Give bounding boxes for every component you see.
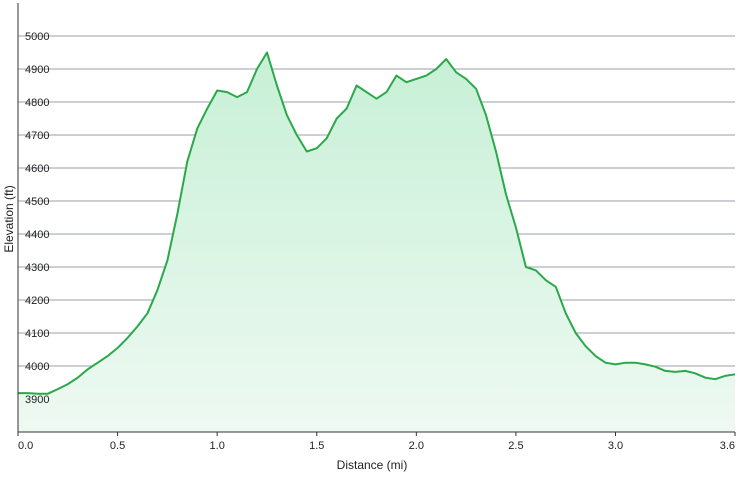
x-tick-label: 0.0 (18, 440, 33, 452)
x-tick-label: 2.5 (508, 440, 523, 452)
y-axis-tick-labels: 3900 4000 4100 4200 4300 4400 4500 4600 4700 4800… (25, 31, 49, 406)
elevation-profile-line (18, 51, 736, 395)
y-tick-label: 3900 (25, 394, 49, 406)
y-axis-title: Elevation (ft) (2, 185, 16, 252)
x-tick-label: 0.5 (110, 440, 125, 452)
y-tick-label: 4500 (25, 196, 49, 208)
y-tick-label: 4600 (25, 163, 49, 175)
axes (17, 3, 736, 436)
y-tick-label: 4100 (25, 328, 49, 340)
elevation-area-fill (18, 52, 735, 432)
x-tick-label: 3.0 (608, 440, 623, 452)
y-tick-label: 4300 (25, 262, 49, 274)
y-tick-label: 5000 (25, 31, 49, 43)
y-tick-label: 4700 (25, 130, 49, 142)
y-tick-label: 4400 (25, 229, 49, 241)
x-tick-label: 1.5 (309, 440, 324, 452)
y-tick-label: 4800 (25, 97, 49, 109)
y-tick-label: 4900 (25, 64, 49, 76)
x-axis-tick-labels: 0.0 0.5 1.0 1.5 2.0 2.5 3.0 3.6 (18, 440, 735, 452)
x-axis-title: Distance (mi) (337, 458, 408, 472)
x-tick-label: 3.6 (720, 440, 735, 452)
y-tick-label: 4200 (25, 295, 49, 307)
x-tick-label: 2.0 (409, 440, 424, 452)
y-tick-label: 4000 (25, 361, 49, 373)
x-tick-label: 1.0 (210, 440, 225, 452)
